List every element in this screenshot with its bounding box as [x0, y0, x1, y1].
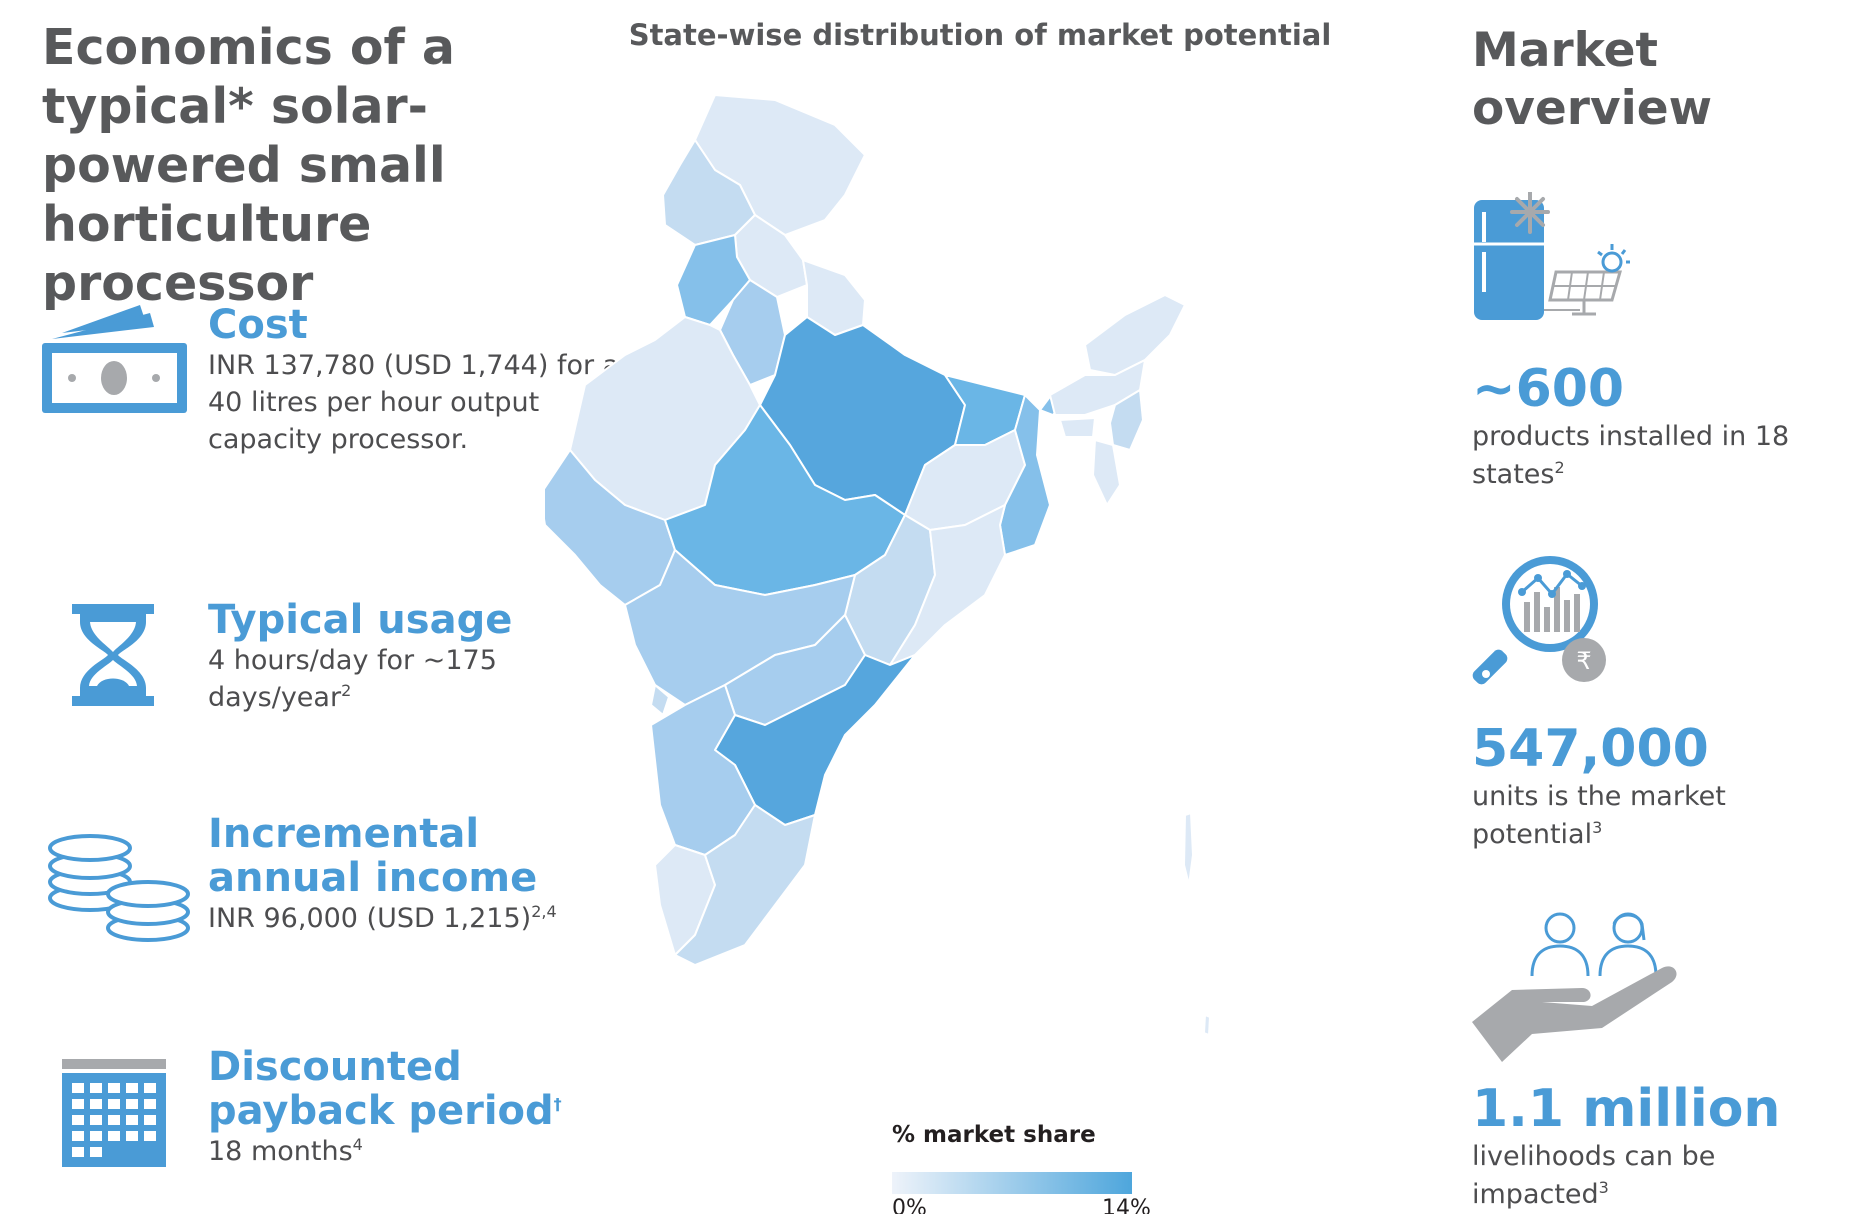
svg-text:₹: ₹: [1576, 647, 1591, 675]
feature-heading: Cost: [208, 302, 308, 348]
calendar-cell: [72, 1099, 84, 1109]
calendar-cell: [72, 1115, 84, 1125]
calendar-cell: [90, 1131, 102, 1141]
calendar-cell: [108, 1099, 120, 1109]
market-analysis-icon: ₹: [1472, 556, 1606, 685]
calendar-cell: [90, 1115, 102, 1125]
stat-desc: units is the market potential3: [1472, 781, 1726, 850]
feature-heading: Discounted payback period†: [208, 1044, 562, 1134]
region-odisha: [889, 504, 1006, 666]
stat-number: 547,000: [1472, 719, 1709, 779]
stat-desc: livelihoods can be impacted3: [1472, 1141, 1716, 1210]
calendar-cell: [90, 1083, 102, 1093]
feature-text: INR 96,000 (USD 1,215)2,4: [208, 902, 557, 934]
calendar-cell: [144, 1099, 156, 1109]
coins-icon: [48, 834, 190, 942]
region-andaman: [1183, 812, 1194, 886]
region-nicobar: [1203, 1014, 1211, 1036]
stat-number: ~600: [1472, 359, 1625, 419]
india-choropleth-map: [545, 94, 1211, 1036]
banknote-icon: [42, 305, 187, 413]
stat-livelihoods: 1.1 million livelihoods can be impacted3: [1472, 1080, 1832, 1214]
calendar-cell: [72, 1147, 84, 1157]
right-title: Market overview: [1472, 23, 1713, 136]
calendar-cell: [72, 1131, 84, 1141]
region-nagaland-manipur: [1109, 389, 1144, 451]
legend-min-label: 0%: [892, 1196, 927, 1214]
calendar-cell: [126, 1099, 138, 1109]
livelihood-hand-icon: [1472, 912, 1677, 1062]
stat-desc: products installed in 18 states2: [1472, 421, 1790, 490]
region-tamil-nadu: [674, 804, 816, 966]
legend-gradient-bar: [892, 1172, 1132, 1194]
calendar-cell: [108, 1115, 120, 1125]
stat-number: 1.1 million: [1472, 1079, 1781, 1139]
stat-market-potential: 547,000 units is the market potential3: [1472, 720, 1832, 854]
legend-title: % market share: [892, 1122, 1096, 1148]
calendar-cell: [126, 1083, 138, 1093]
stat-installed: ~600 products installed in 18 states2: [1472, 360, 1832, 494]
region-meghalaya: [1059, 417, 1096, 438]
left-title: Economics of a typical* solar-powered sm…: [42, 19, 455, 312]
legend-max-label: 14%: [1102, 1196, 1151, 1214]
feature-text: 18 months4: [208, 1135, 363, 1167]
calendar-cell: [144, 1115, 156, 1125]
region-goa: [650, 684, 670, 716]
calendar-cell: [126, 1115, 138, 1125]
feature-heading: Typical usage: [208, 597, 513, 643]
feature-text: INR 137,780 (USD 1,744) for a 40 litres …: [208, 350, 620, 455]
feature-text: 4 hours/day for ~175 days/year2: [208, 645, 497, 713]
solar-fridge-icon: [1474, 192, 1630, 320]
calendar-cell: [90, 1099, 102, 1109]
calendar-cell: [108, 1131, 120, 1141]
calendar-cell: [90, 1147, 102, 1157]
calendar-cell: [108, 1083, 120, 1093]
map-title: State-wise distribution of market potent…: [628, 18, 1332, 52]
calendar-icon: [62, 1059, 166, 1167]
hourglass-icon: [72, 604, 154, 706]
region-tripura-mizoram: [1092, 439, 1121, 506]
calendar-cell: [144, 1083, 156, 1093]
calendar-cell: [72, 1083, 84, 1093]
calendar-cell: [126, 1131, 138, 1141]
feature-heading: Incremental annual income: [208, 811, 538, 901]
region-west-bengal: [999, 394, 1051, 556]
calendar-cell: [144, 1131, 156, 1141]
region-arunachal: [1084, 294, 1186, 376]
